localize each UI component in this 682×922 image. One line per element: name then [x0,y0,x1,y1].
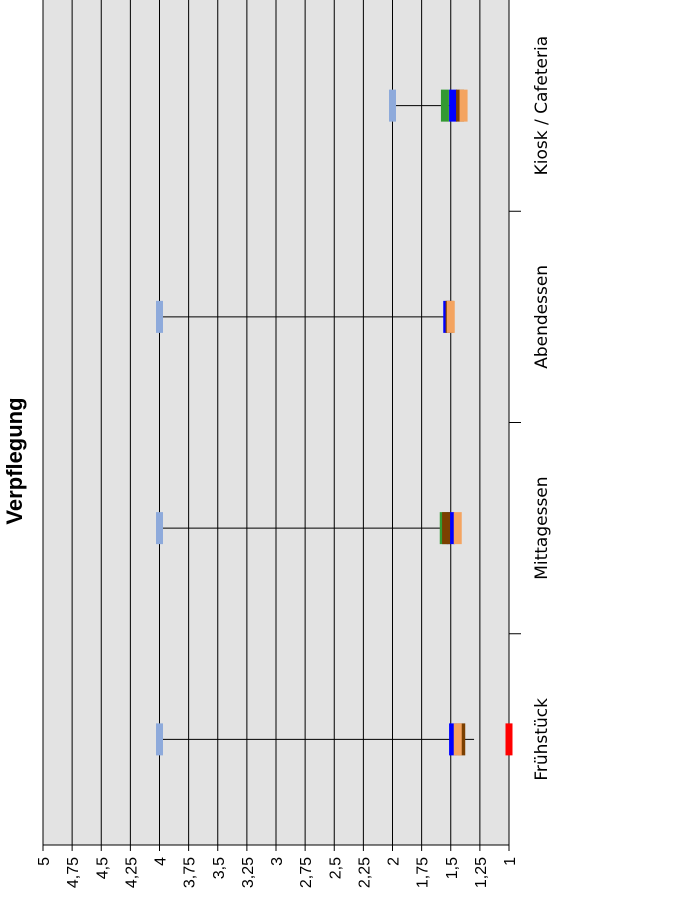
value-tick-label: 4,5 [94,857,111,879]
series-marker [156,300,163,333]
series-marker [389,89,396,122]
value-tick-label: 2,5 [327,857,344,879]
series-marker [459,89,468,122]
chart-root: 1 1,25 1,5 1,75 2 2,25 2,5 2,75 3 3,25 3,5 3,75 4 4,2… [2,0,552,888]
category-label: Kiosk / Cafeteria [532,36,552,176]
series-marker [446,512,455,545]
series-marker [156,723,163,756]
category-label: Abendessen [532,265,552,369]
value-tick-label: 5 [36,857,53,866]
value-tick-label: 2,25 [356,857,373,888]
category-label: Mittagessen [532,476,552,579]
value-tick-label: 1,75 [415,857,432,888]
value-tick-label: 4 [153,857,170,866]
chart-title: Verpflegung [2,397,27,524]
value-tick-label: 3,5 [211,857,228,879]
series-marker [446,300,455,333]
data-marks [156,89,513,756]
value-tick-label: 2,75 [298,857,315,888]
value-tick-label: 2 [386,857,403,866]
value-tick-label: 1 [502,857,519,866]
series-marker [440,89,449,122]
series-marker [453,723,462,756]
series-marker [449,723,458,756]
series-marker [156,512,163,545]
value-tick-label: 3 [269,857,286,866]
series-marker [442,512,451,545]
value-tick-label: 4,25 [123,857,140,888]
gridlines [42,0,510,845]
series-marker [505,723,513,756]
value-tick-label: 3,25 [240,857,257,888]
value-tick-label: 1,25 [473,857,490,888]
series-marker [449,89,458,122]
value-tick-label: 1,5 [444,857,461,879]
category-label: Frühstück [532,698,552,781]
value-tick-label: 3,75 [182,857,199,888]
tick-labels: 1 1,25 1,5 1,75 2 2,25 2,5 2,75 3 3,25 3,5 3,75 4 4,2… [36,36,552,888]
series-marker [453,512,462,545]
value-tick-label: 4,75 [65,857,82,888]
axes [42,210,521,851]
